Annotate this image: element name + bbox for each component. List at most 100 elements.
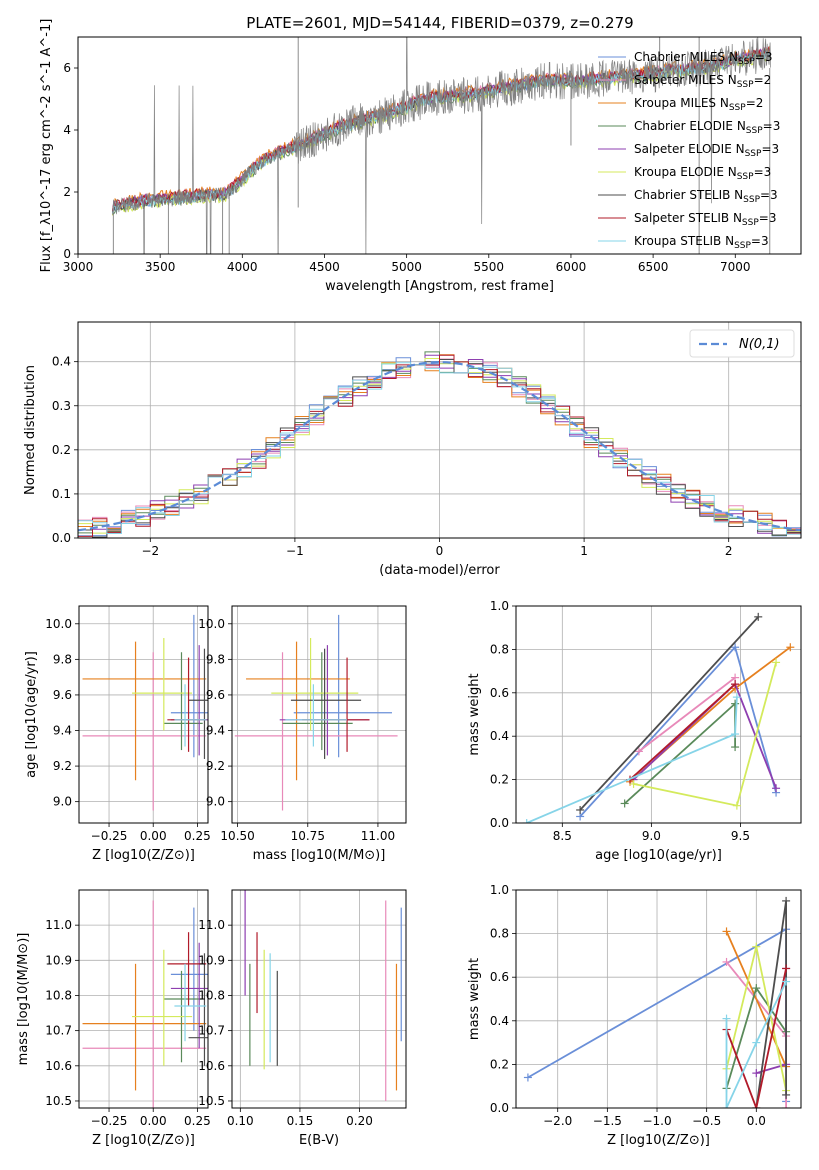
y-axis-label: mass weight xyxy=(467,673,482,755)
y-tick-label: 10.7 xyxy=(198,1024,225,1038)
x-tick-label: −0.5 xyxy=(692,1114,721,1128)
legend-sub: SSP xyxy=(729,103,746,113)
weight-marker xyxy=(772,658,781,667)
legend-sub: SSP xyxy=(737,80,754,90)
y-tick-label: 9.8 xyxy=(53,652,72,666)
y-axis-label: mass [log10(M/M⊙)] xyxy=(16,933,31,1066)
y-tick-label: 1.0 xyxy=(490,883,509,897)
y-tick-label: 0.2 xyxy=(52,443,71,457)
x-tick-label: −2 xyxy=(141,544,159,558)
errorbar xyxy=(170,907,208,1031)
legend: Chabrier MILES NSSP=3 Salpeter MILES NSSP… xyxy=(598,50,780,251)
x-tick-label: −1.5 xyxy=(593,1114,622,1128)
x-tick-label: 0.00 xyxy=(140,829,167,843)
y-tick-label: 4 xyxy=(63,123,71,137)
x-tick-label: 4000 xyxy=(227,260,258,274)
legend-value: =3 xyxy=(755,50,773,64)
legend-entry: Kroupa ELODIE NSSP=3 xyxy=(634,165,771,182)
legend-sub: SSP xyxy=(742,218,759,228)
weight-marker xyxy=(754,612,763,621)
weight-marker xyxy=(782,896,791,905)
y-tick-label: 1.0 xyxy=(490,599,509,613)
x-tick-label: 0.00 xyxy=(140,1114,167,1128)
legend-sub: SSP xyxy=(734,241,751,251)
y-tick-label: 6 xyxy=(63,61,71,75)
plot-area xyxy=(232,890,406,1108)
y-tick-label: 0.4 xyxy=(490,1014,509,1028)
y-axis-label: mass weight xyxy=(467,958,482,1040)
y-tick-label: 0.2 xyxy=(490,1057,509,1071)
x-tick-label: 6000 xyxy=(556,260,587,274)
y-tick-label: 0.4 xyxy=(52,355,71,369)
chart-panels: 3000 3500 4000 4500 5000 5500 6000 6500 7000 0 2 4 6… xyxy=(16,19,802,1148)
y-tick-label: 9.4 xyxy=(206,724,225,738)
legend-value: =3 xyxy=(763,119,781,133)
y-tick-label: 10.5 xyxy=(198,1094,225,1108)
y-tick-label: 0.6 xyxy=(490,686,509,700)
y-tick-label: 11.0 xyxy=(198,918,225,932)
weight-marker xyxy=(731,743,740,752)
x-axis-label: Z [log10(Z/Z⊙)] xyxy=(92,848,195,863)
weight-line xyxy=(629,683,736,781)
x-tick-label: 0.25 xyxy=(184,829,211,843)
axes-frame xyxy=(231,605,407,824)
y-tick-label: 10.5 xyxy=(45,1094,72,1108)
weight-line xyxy=(725,981,787,1108)
x-tick-label: 9.5 xyxy=(731,829,750,843)
y-tick-label: 10.8 xyxy=(45,988,72,1002)
y-tick-label: 10.0 xyxy=(198,617,225,631)
weight-line xyxy=(725,968,787,1108)
weight-marker xyxy=(634,747,643,756)
legend-value: =3 xyxy=(761,142,779,156)
errorbar xyxy=(167,932,207,1007)
weight-marker xyxy=(782,977,791,986)
y-tick-label: 0.6 xyxy=(490,970,509,984)
y-tick-label: 10.7 xyxy=(45,1024,72,1038)
x-axis-label: age [log10(age/yr)] xyxy=(595,848,722,863)
legend-entry: Salpeter MILES NSSP=2 xyxy=(634,73,771,90)
x-tick-label: 3000 xyxy=(63,260,94,274)
y-axis-label: Flux [f_λ10^-17 erg cm^-2 s^-1 A^-1] xyxy=(39,19,54,273)
y-tick-label: 0.0 xyxy=(52,531,71,545)
legend-value: =3 xyxy=(754,165,772,179)
plot-area xyxy=(516,890,801,1108)
x-tick-label: 9.0 xyxy=(642,829,661,843)
x-tick-label: 2 xyxy=(725,544,733,558)
weight-marker xyxy=(731,730,740,739)
errorbar xyxy=(82,900,207,1108)
legend-value: =3 xyxy=(751,234,769,248)
x-tick-label: −1.0 xyxy=(642,1114,671,1128)
x-tick-label: 0.0 xyxy=(747,1114,766,1128)
weight-marker xyxy=(523,1073,532,1082)
y-tick-label: 0.8 xyxy=(490,927,509,941)
legend-sub: SSP xyxy=(737,172,754,182)
weight-marker xyxy=(731,699,740,708)
axes-frame xyxy=(78,605,209,824)
axes-frame xyxy=(78,889,209,1109)
weight-line xyxy=(638,676,736,753)
errorbar xyxy=(290,648,362,759)
errorbar xyxy=(285,684,348,747)
x-tick-label: −1 xyxy=(286,544,304,558)
x-axis-label: (data-model)/error xyxy=(379,563,500,578)
y-tick-label: 9.4 xyxy=(53,724,72,738)
weight-marker xyxy=(782,964,791,973)
legend-entry: Salpeter ELODIE NSSP=3 xyxy=(634,142,779,159)
plot-area xyxy=(79,606,208,823)
legend-value: =3 xyxy=(760,188,778,202)
x-tick-label: 8.5 xyxy=(553,829,572,843)
y-tick-label: 0 xyxy=(63,247,71,261)
plot-area xyxy=(79,890,208,1108)
y-tick-label: 10.8 xyxy=(198,988,225,1002)
x-tick-label: 5000 xyxy=(391,260,422,274)
y-tick-label: 0.0 xyxy=(490,816,509,830)
weight-marker xyxy=(629,779,638,788)
y-tick-label: 10.9 xyxy=(45,953,72,967)
legend-box xyxy=(689,329,795,358)
panel-residuals: −2 −1 0 1 2 0.0 0.1 0.2 0.3 0.4 (data-model)/error… xyxy=(23,321,802,578)
errorbar xyxy=(132,638,193,731)
weight-marker xyxy=(782,1090,791,1099)
legend-sub: SSP xyxy=(745,149,762,159)
panel-spectrum: 3000 3500 4000 4500 5000 5500 6000 6500 7000 0 2 4 6… xyxy=(39,19,802,294)
x-tick-label: 0 xyxy=(436,544,444,558)
